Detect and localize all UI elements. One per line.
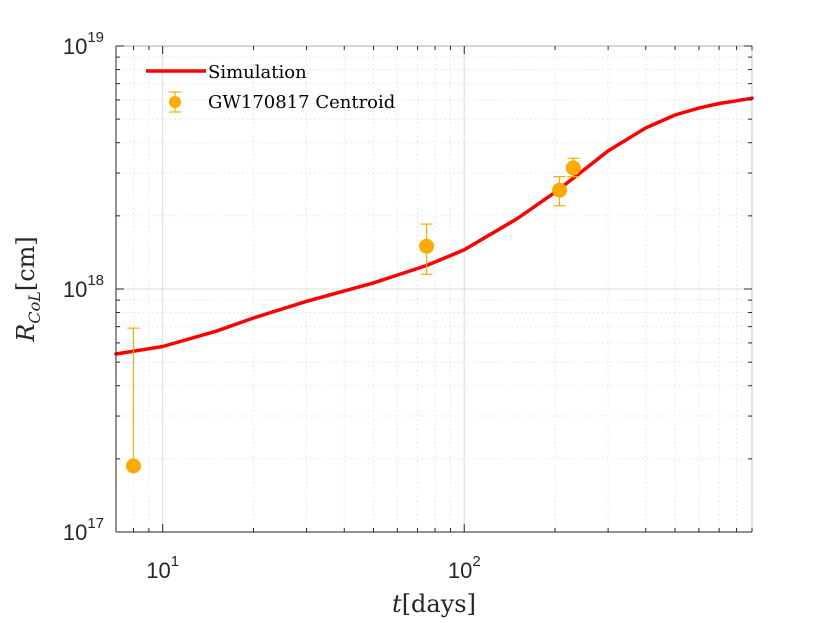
y-tick-exponent: 19 <box>87 29 104 46</box>
y-axis-title: RCoL[cm] <box>12 236 44 343</box>
x-axis-var: t <box>392 590 402 618</box>
legend-label-simulation: Simulation <box>208 62 307 83</box>
y-tick-exponent: 18 <box>87 272 104 289</box>
x-tick-label: 102 <box>448 553 481 583</box>
x-axis-unit: [days] <box>402 590 476 618</box>
centroid-point <box>419 238 435 254</box>
legend: Simulation GW170817 Centroid <box>146 62 395 113</box>
x-tick-base: 10 <box>146 558 170 583</box>
axis-ticks <box>115 45 753 533</box>
y-tick-base: 10 <box>63 277 87 302</box>
y-tick-base: 10 <box>63 34 87 59</box>
x-axis-title: t[days] <box>392 590 476 618</box>
x-tick-label: 101 <box>146 553 179 583</box>
centroid-point <box>552 182 568 198</box>
simulation-line <box>114 96 754 356</box>
centroid-point <box>565 160 581 176</box>
y-tick-label: 1017 <box>63 515 104 545</box>
x-tick-exponent: 1 <box>171 553 179 570</box>
legend-marker-swatch <box>169 96 181 108</box>
y-tick-label: 1019 <box>63 29 104 59</box>
y-tick-base: 10 <box>63 520 87 545</box>
x-tick-base: 10 <box>448 558 472 583</box>
y-axis-var: R <box>12 324 40 343</box>
series-layer <box>114 96 754 474</box>
centroid-point <box>125 458 141 474</box>
y-tick-label: 1018 <box>63 272 104 302</box>
x-tick-exponent: 2 <box>472 553 480 570</box>
legend-label-centroid: GW170817 Centroid <box>208 92 395 113</box>
y-tick-exponent: 17 <box>87 515 104 532</box>
y-axis-sub: CoL <box>25 291 44 324</box>
x-tick-labels: 101 102 <box>146 553 480 583</box>
y-axis-unit: [cm] <box>12 236 40 291</box>
